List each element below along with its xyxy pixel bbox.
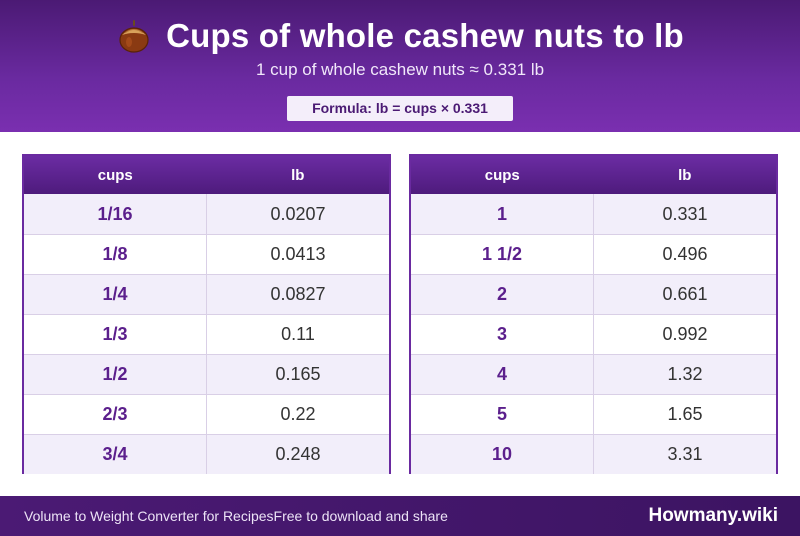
cups-cell: 1 xyxy=(411,194,594,234)
column-header-cups: cups xyxy=(484,166,520,184)
column-header-lb: lb xyxy=(678,166,692,184)
cups-cell: 3 xyxy=(411,315,594,354)
table-row: 1/2 0.165 xyxy=(24,354,389,394)
table-row: 2/3 0.22 xyxy=(24,394,389,434)
lb-cell: 1.32 xyxy=(667,364,703,384)
page-title: Cups of whole cashew nuts to lb xyxy=(166,17,684,54)
lb-cell: 0.0827 xyxy=(270,284,326,304)
table-row: 2 0.661 xyxy=(411,274,776,314)
lb-cell: 0.248 xyxy=(275,444,321,464)
footer-bar: Volume to Weight Converter for RecipesFr… xyxy=(0,496,800,536)
cups-cell: 1/16 xyxy=(24,194,207,234)
cups-cell: 5 xyxy=(411,395,594,434)
lb-cell: 0.0207 xyxy=(270,203,326,224)
header-banner: Cups of whole cashew nuts to lb 1 cup of… xyxy=(0,0,800,132)
lb-cell: 0.0413 xyxy=(270,244,326,264)
table-header: cups lb xyxy=(24,156,389,194)
formula-badge: Formula: lb = cups × 0.331 xyxy=(287,96,513,121)
table-row: 1/4 0.0827 xyxy=(24,274,389,314)
cups-cell: 3/4 xyxy=(24,435,207,474)
conversion-table-right: cups lb 1 0.331 1 1/2 0.496 2 0.661 3 0.992 … xyxy=(409,154,778,474)
cups-cell: 4 xyxy=(411,355,594,394)
cups-cell: 1/8 xyxy=(24,235,207,274)
table-row: 1/16 0.0207 xyxy=(24,194,389,234)
column-header-lb: lb xyxy=(291,166,305,184)
table-row: 10 3.31 xyxy=(411,434,776,474)
lb-cell: 1.65 xyxy=(667,404,703,424)
lb-cell: 0.22 xyxy=(280,404,316,424)
cups-cell: 1/3 xyxy=(24,315,207,354)
lb-cell: 3.31 xyxy=(667,444,703,464)
table-row: 1/3 0.11 xyxy=(24,314,389,354)
lb-cell: 0.331 xyxy=(662,203,708,224)
lb-cell: 0.992 xyxy=(662,324,708,344)
table-row: 4 1.32 xyxy=(411,354,776,394)
cups-cell: 1/4 xyxy=(24,275,207,314)
conversion-table-left: cups lb 1/16 0.0207 1/8 0.0413 1/4 0.0827 1… xyxy=(22,154,391,474)
title-row: Cups of whole cashew nuts to lb xyxy=(0,14,800,58)
table-row: 1 0.331 xyxy=(411,194,776,234)
table-row: 1 1/2 0.496 xyxy=(411,234,776,274)
lb-cell: 0.496 xyxy=(662,244,708,264)
table-row: 1/8 0.0413 xyxy=(24,234,389,274)
conversion-subtitle: 1 cup of whole cashew nuts ≈ 0.331 lb xyxy=(255,60,545,79)
cups-cell: 2/3 xyxy=(24,395,207,434)
table-row: 3/4 0.248 xyxy=(24,434,389,474)
lb-cell: 0.165 xyxy=(275,364,321,384)
cups-cell: 1 1/2 xyxy=(411,235,594,274)
cups-cell: 1/2 xyxy=(24,355,207,394)
table-header: cups lb xyxy=(411,156,776,194)
table-row: 5 1.65 xyxy=(411,394,776,434)
footer-tagline: Volume to Weight Converter for RecipesFr… xyxy=(24,508,448,524)
brand-link[interactable]: Howmany.wiki xyxy=(648,505,778,526)
lb-cell: 0.11 xyxy=(281,324,315,344)
cups-cell: 2 xyxy=(411,275,594,314)
nut-icon xyxy=(116,18,152,54)
lb-cell: 0.661 xyxy=(662,284,708,304)
column-header-cups: cups xyxy=(97,166,133,184)
table-row: 3 0.992 xyxy=(411,314,776,354)
cups-cell: 10 xyxy=(411,435,594,474)
